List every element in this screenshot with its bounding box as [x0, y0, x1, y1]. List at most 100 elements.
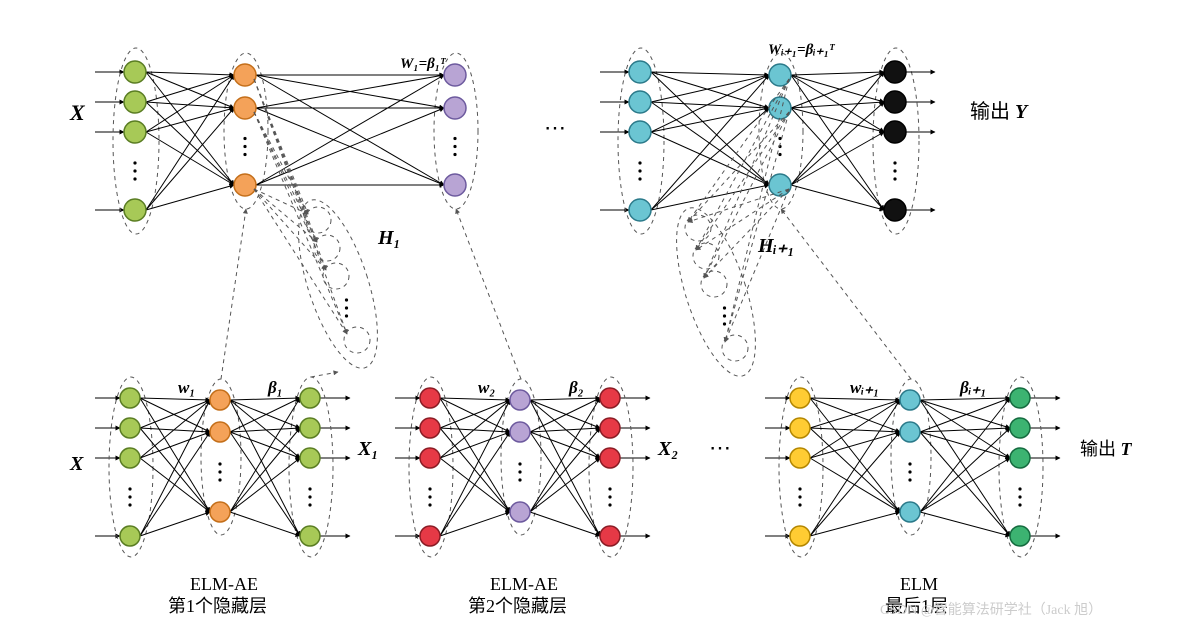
weight-edge — [230, 400, 300, 428]
ae-output-node — [300, 448, 320, 468]
input-node — [124, 91, 146, 113]
weight-edge — [146, 185, 234, 210]
weight-edge — [440, 400, 510, 428]
hidden-node — [234, 97, 256, 119]
weight-edge — [791, 185, 884, 210]
vdots — [518, 462, 521, 465]
weight-edge — [810, 400, 900, 428]
weight-edge — [810, 428, 900, 512]
ae-input-node — [420, 388, 440, 408]
proj-edge — [704, 189, 789, 278]
ae-input-node — [790, 388, 810, 408]
weight-edge — [530, 428, 600, 512]
hidden-copy-node — [305, 207, 331, 233]
X-label: X — [69, 100, 86, 125]
ae-output-node — [600, 418, 620, 438]
vdots — [798, 503, 801, 506]
ae-input-node — [120, 418, 140, 438]
ae-output-node — [300, 418, 320, 438]
ae-input-node — [790, 526, 810, 546]
beta-label: β₁ — [267, 378, 283, 397]
vdots — [133, 161, 136, 164]
hidden-node — [234, 174, 256, 196]
output-node — [884, 61, 906, 83]
weight-edge — [440, 458, 510, 512]
vdots — [638, 169, 641, 172]
ae-output-node — [300, 526, 320, 546]
ae-input-node — [120, 526, 140, 546]
vdots — [345, 298, 348, 301]
ae-input-node — [790, 448, 810, 468]
vdots — [798, 487, 801, 490]
output-node — [884, 199, 906, 221]
caption-line2: 第1个隐藏层 — [168, 596, 267, 616]
vdots — [133, 169, 136, 172]
proj-edge — [254, 112, 326, 270]
diagram-root: W₁=β₁ᵀXH₁Wᵢ₊₁=βᵢ₊₁ᵀ输出 YHᵢ₊₁⋯w₁β₁XX₁ELM-A… — [0, 0, 1180, 632]
proj-edge — [254, 112, 347, 334]
Xout-label: X₁ — [357, 438, 378, 460]
Y-label: 输出 Y — [970, 100, 1029, 123]
vdots — [723, 314, 726, 317]
vdots — [893, 161, 896, 164]
vdots — [128, 495, 131, 498]
weight-edge — [920, 428, 1010, 512]
mapping-arrow — [456, 209, 521, 379]
vdots — [243, 137, 246, 140]
layer-ellipse — [282, 191, 393, 377]
vdots — [723, 322, 726, 325]
vdots — [128, 503, 131, 506]
vdots — [608, 487, 611, 490]
vdots — [428, 503, 431, 506]
beta-label: βᵢ₊₁ — [959, 378, 987, 397]
weight-edge — [440, 428, 510, 512]
vdots — [308, 503, 311, 506]
ae-hidden-node — [900, 422, 920, 442]
vdots — [453, 137, 456, 140]
weight-edge — [140, 428, 210, 512]
vdots — [345, 306, 348, 309]
weight-edge — [230, 398, 300, 400]
input-node — [629, 199, 651, 221]
proj-edge — [254, 79, 308, 214]
weight-edge — [920, 458, 1010, 512]
weight-edge — [920, 398, 1010, 400]
watermark: CSDN @智能算法研学社（Jack 旭） — [880, 602, 1102, 618]
ae-hidden-node — [210, 502, 230, 522]
H-label: Hᵢ₊₁ — [757, 235, 794, 257]
ae-hidden-node — [510, 390, 530, 410]
vdots — [1018, 487, 1021, 490]
vdots — [778, 153, 781, 156]
ae-hidden-node — [210, 422, 230, 442]
weight-edge — [651, 75, 769, 210]
w-label: wᵢ₊₁ — [850, 378, 879, 397]
input-node — [124, 199, 146, 221]
vdots — [893, 177, 896, 180]
ae-output-node — [1010, 388, 1030, 408]
Xin-label: X — [69, 453, 84, 475]
vdots — [428, 487, 431, 490]
mapping-arrow — [311, 372, 338, 377]
vdots — [218, 478, 221, 481]
input-node — [629, 61, 651, 83]
hidden-node — [234, 64, 256, 86]
proj-edge — [254, 189, 317, 242]
hidden-copy-node — [701, 271, 727, 297]
weight-edge — [810, 458, 900, 512]
vdots — [893, 169, 896, 172]
ae-hidden-node — [900, 390, 920, 410]
vdots — [345, 314, 348, 317]
weight-edge — [140, 432, 210, 536]
ae-output-node — [1010, 418, 1030, 438]
hidden-copy-node — [685, 215, 711, 241]
weight-edge — [791, 132, 884, 185]
proj-edge — [254, 79, 347, 334]
weight-edge — [920, 432, 1010, 536]
vdots — [1018, 503, 1021, 506]
ae-output-node — [1010, 526, 1030, 546]
weight-edge — [791, 102, 884, 185]
vdots — [128, 487, 131, 490]
vdots — [218, 462, 221, 465]
vdots — [908, 470, 911, 473]
caption-line1: ELM-AE — [190, 574, 258, 594]
